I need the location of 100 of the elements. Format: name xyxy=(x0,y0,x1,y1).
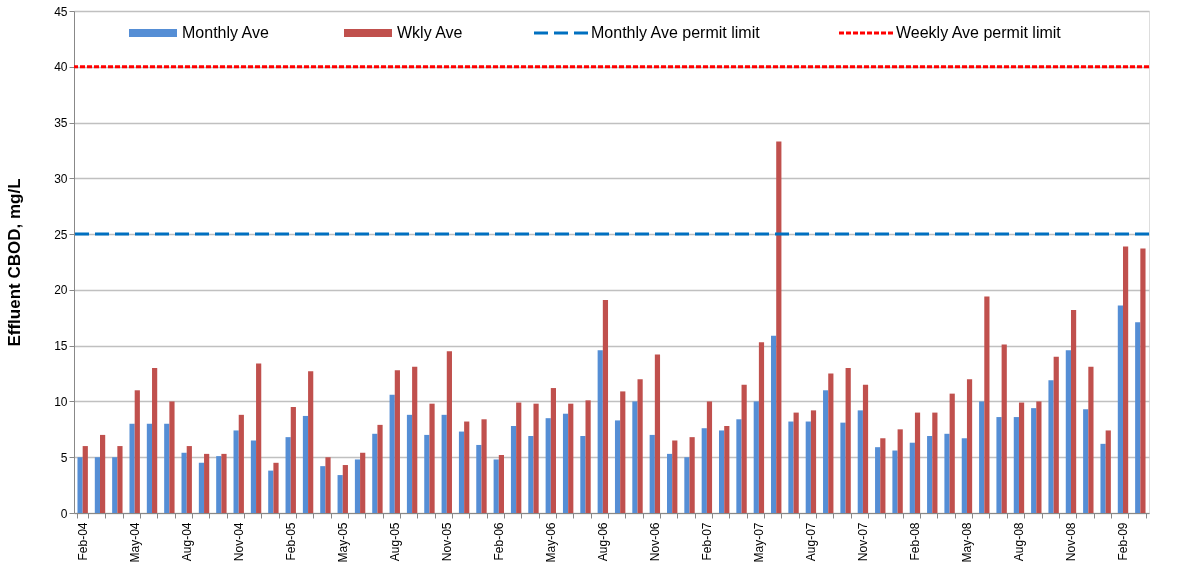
bar xyxy=(129,423,135,513)
bar xyxy=(875,447,881,513)
x-tick-label: Aug-04 xyxy=(180,522,195,562)
bar xyxy=(1036,401,1042,513)
bar xyxy=(805,421,811,513)
bar xyxy=(649,434,655,513)
bar xyxy=(840,422,846,513)
bar xyxy=(823,390,829,513)
bar xyxy=(788,421,794,513)
bar xyxy=(290,407,296,513)
bar xyxy=(568,403,574,513)
bar xyxy=(1070,309,1077,513)
bar xyxy=(82,446,88,513)
bar xyxy=(221,453,227,513)
bar xyxy=(204,453,210,513)
bar xyxy=(758,342,765,513)
x-tick-label: May-06 xyxy=(544,522,559,563)
bar xyxy=(134,390,140,513)
bar xyxy=(979,401,985,513)
bar xyxy=(476,444,482,513)
bar xyxy=(1013,417,1019,513)
bar xyxy=(654,354,661,513)
y-tick-label: 45 xyxy=(54,4,68,19)
bar xyxy=(684,457,690,513)
bar xyxy=(377,424,383,513)
bar xyxy=(441,414,447,513)
bar xyxy=(181,452,187,513)
bar xyxy=(481,419,487,513)
bar xyxy=(273,462,279,513)
bar xyxy=(308,371,314,513)
bar xyxy=(302,415,309,513)
x-tick-label: Feb-06 xyxy=(492,522,507,561)
x-tick-label: May-08 xyxy=(960,522,975,563)
bar xyxy=(724,425,730,513)
x-tick-label: Nov-07 xyxy=(856,522,871,562)
bar xyxy=(394,370,400,513)
bar xyxy=(828,373,834,513)
bar xyxy=(1140,248,1146,513)
bar xyxy=(1065,350,1071,513)
bar xyxy=(706,401,713,513)
bar xyxy=(493,459,499,513)
bar xyxy=(909,442,915,513)
x-tick-label: Feb-08 xyxy=(908,522,923,561)
bar xyxy=(164,423,170,513)
bar xyxy=(325,457,331,513)
bar xyxy=(1105,430,1111,513)
bar xyxy=(932,412,938,513)
bar xyxy=(672,440,678,513)
x-tick-label: May-04 xyxy=(128,522,143,563)
bar xyxy=(961,438,967,513)
bar xyxy=(77,457,83,513)
x-tick-label: May-07 xyxy=(752,522,767,563)
x-tick-label: Feb-05 xyxy=(284,522,299,561)
bar xyxy=(602,299,609,513)
bar xyxy=(152,367,158,513)
legend-label: Monthly Ave permit limit xyxy=(591,24,761,41)
legend-label: Monthly Ave xyxy=(182,24,269,41)
bar xyxy=(285,437,291,513)
bar xyxy=(464,421,470,513)
bar xyxy=(880,438,886,513)
bar xyxy=(169,401,175,513)
bar xyxy=(996,417,1002,513)
bar xyxy=(342,465,348,513)
bar xyxy=(632,401,638,513)
bar xyxy=(771,335,777,513)
bar xyxy=(516,402,522,513)
y-tick-label: 20 xyxy=(54,283,68,298)
bar xyxy=(719,430,725,513)
bar xyxy=(736,419,742,513)
y-tick-label: 40 xyxy=(54,60,68,75)
bar xyxy=(354,459,361,513)
bar xyxy=(458,431,465,513)
y-tick-label: 15 xyxy=(54,339,68,354)
bar xyxy=(1048,380,1054,513)
bar xyxy=(597,350,603,513)
x-tick-label: Aug-08 xyxy=(1012,522,1027,562)
legend-label: Weekly Ave permit limit xyxy=(896,24,1062,41)
bar xyxy=(412,366,418,513)
y-tick-label: 35 xyxy=(54,116,68,131)
x-tick-label: Nov-06 xyxy=(648,522,663,562)
bar xyxy=(186,446,192,513)
bar xyxy=(892,450,898,513)
bar xyxy=(268,470,274,513)
bar xyxy=(914,412,921,513)
bar xyxy=(429,403,435,513)
bar xyxy=(701,428,707,513)
bar xyxy=(510,425,517,513)
bar xyxy=(741,384,747,513)
bar xyxy=(112,457,118,513)
bar xyxy=(580,436,586,513)
x-tick-label: Nov-04 xyxy=(232,522,247,562)
bar xyxy=(233,430,239,513)
x-tick-label: Aug-07 xyxy=(804,522,819,562)
bar xyxy=(666,453,673,513)
bar xyxy=(810,410,817,513)
x-tick-label: Feb-09 xyxy=(1116,522,1131,561)
bar xyxy=(528,436,534,513)
bar xyxy=(984,296,990,513)
bar xyxy=(862,384,869,513)
bar xyxy=(1001,344,1007,513)
